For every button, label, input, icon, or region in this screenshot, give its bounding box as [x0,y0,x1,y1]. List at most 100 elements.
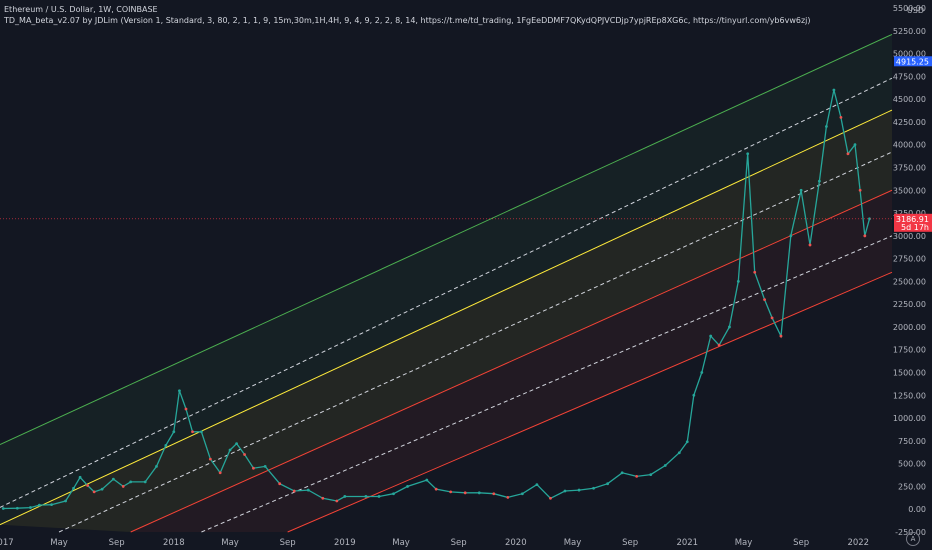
price-point [243,453,246,456]
price-point [335,499,339,503]
price-point [868,217,871,221]
x-tick-label: 2019 [334,538,356,548]
x-tick-label: 2018 [163,538,185,548]
price-tag-value: 4915.25 [896,57,929,66]
auto-scale-icon[interactable]: A [906,532,920,546]
y-tick-label: 3500.00 [893,186,926,195]
price-point [406,485,409,488]
price-point [343,495,347,498]
price-point [520,492,524,496]
price-point [817,179,821,183]
chart-title: Ethereum / U.S. Dollar, 1W, COINBASE [4,5,158,14]
price-point [235,442,238,446]
price-point [72,486,75,490]
x-tick-label: Sep [109,538,125,548]
price-point [779,334,783,338]
channel-line-center-low [58,151,893,533]
price-point [64,499,67,503]
price-point [121,485,125,488]
channel-band-middle [0,110,892,532]
channel-line-lower [287,271,893,533]
price-point [218,471,222,475]
price-point [200,430,203,434]
price-point [832,88,836,92]
channel-line-center [0,109,893,526]
y-tick-label: 5000.00 [893,50,926,59]
price-point [263,464,267,468]
price-point [635,475,639,478]
price-point [425,478,429,482]
y-tick-label: 500.00 [898,460,926,469]
x-tick-label: May [50,538,68,548]
price-point [29,506,32,509]
channel-line-lower-dash [201,235,893,533]
x-tick-label: Sep [451,538,467,548]
price-point [535,483,539,487]
price-point [252,466,255,470]
x-tick-label: Sep [793,538,809,548]
price-point [592,486,595,490]
price-point [184,407,188,411]
price-point [292,489,296,493]
price-point [685,440,689,444]
price-point [228,448,232,452]
price-tag [894,213,932,232]
indicator-legend[interactable]: TD_MA_beta_v2.07 by JDLim (Version 1, St… [4,16,811,25]
x-tick-label: 2022 [847,538,869,548]
channel-line-upper-mid [0,77,893,508]
channel-line-upper [0,33,893,445]
price-point [321,496,325,500]
price-point [763,298,766,302]
currency-label: USD [906,6,924,15]
price-point [825,125,828,128]
x-tick-label: May [221,538,239,548]
price-point [37,503,41,507]
price-point [506,495,510,499]
y-tick-label: 750.00 [898,437,926,446]
price-point [606,482,610,486]
y-tick-label: 0.00 [908,505,926,514]
price-point [377,495,381,498]
y-tick-label: 4750.00 [893,72,926,81]
price-tag-value: 3186.91 [896,215,929,224]
price-point [78,475,82,479]
price-point [709,334,713,338]
y-tick-label: 4250.00 [893,118,926,127]
channel-band-upper [0,34,892,525]
price-point [364,495,368,498]
price-point [129,480,133,484]
y-tick-label: 3250.00 [893,209,926,218]
price-point [577,488,581,492]
x-tick-label: 2017 [0,538,14,548]
y-tick-label: 1750.00 [893,346,926,355]
price-point [799,188,803,192]
price-line [3,89,871,510]
price-point [663,464,667,467]
price-point [111,477,115,481]
x-tick-label: Sep [280,538,296,548]
price-point [858,188,862,192]
price-point [477,491,481,495]
price-point [155,464,158,468]
price-point [191,430,194,434]
price-point [563,489,567,493]
price-point [677,451,681,455]
price-point [700,371,704,374]
y-tick-label: 3750.00 [893,163,926,172]
price-point [392,492,395,496]
y-tick-label: 3000.00 [893,232,926,241]
y-tick-label: 1500.00 [893,369,926,378]
x-tick-label: Sep [622,538,638,548]
y-tick-label: 5250.00 [893,27,926,36]
price-point [549,496,552,500]
y-tick-label: 2000.00 [893,323,926,332]
x-tick-label: 2021 [676,538,698,548]
price-point [306,488,310,492]
price-point [143,480,147,484]
price-point [164,444,168,447]
y-tick-label: 2750.00 [893,255,926,264]
price-point [434,487,438,491]
price-point [808,243,812,247]
x-tick-label: May [735,538,753,548]
